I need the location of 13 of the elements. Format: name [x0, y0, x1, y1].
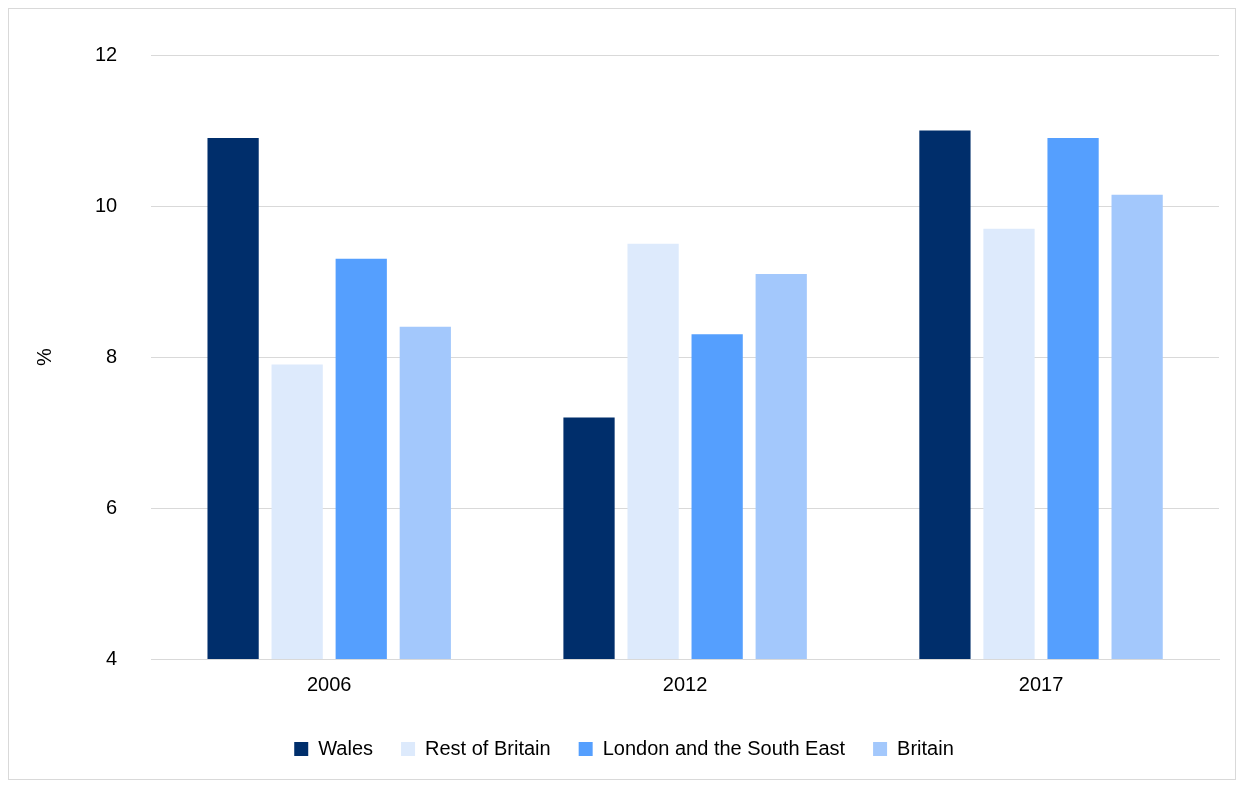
y-tick-label: 10: [95, 193, 118, 216]
legend-label: Britain: [897, 736, 954, 759]
y-tick-label: 8: [106, 344, 118, 367]
legend-label: London and the South East: [602, 736, 846, 759]
y-axis-title: %: [32, 347, 55, 366]
x-tick-label: 2012: [662, 672, 708, 695]
legend-label: Wales: [318, 736, 374, 759]
legend-label: Rest of Britain: [425, 736, 551, 759]
y-tick-label: 4: [106, 646, 118, 669]
y-tick-label: 12: [95, 42, 118, 65]
x-tick-label: 2017: [1018, 672, 1064, 695]
x-tick-label: 2006: [306, 672, 352, 695]
y-tick-label: 6: [106, 495, 118, 518]
